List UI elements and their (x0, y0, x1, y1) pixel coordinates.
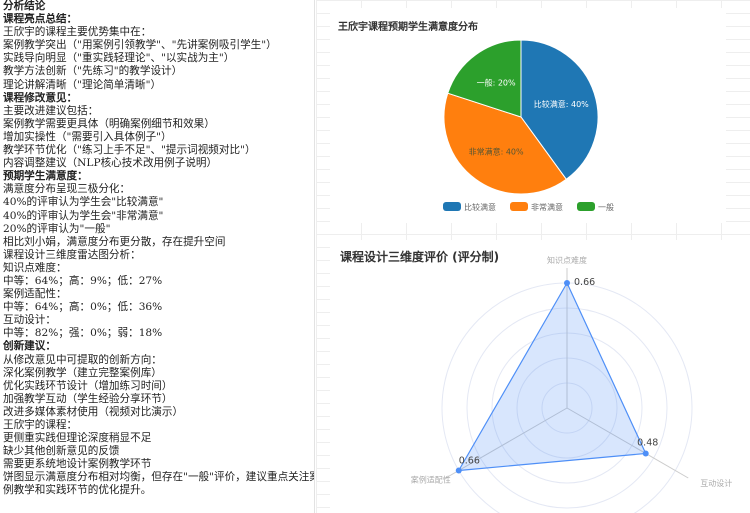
text-line: 王欣宇的课程主要优势集中在： (3, 26, 152, 39)
text-line: 内容调整建议（NLP核心技术改用例子说明） (3, 157, 218, 170)
text-line: 案例教学突出（"用案例引领教学"、"先讲案例吸引学生"） (3, 39, 277, 52)
text-line: 中等：64%；高：9%；低：27% (3, 274, 163, 287)
text-line: 相比刘小娟，满意度分布更分散，存在提升空间 (3, 235, 226, 248)
radar-axis-label: 案例适配性 (411, 475, 451, 485)
section-heading: 课程修改意见： (3, 91, 78, 104)
legend-swatch (510, 202, 528, 211)
radar-axis-label: 知识点难度 (547, 255, 587, 265)
pie-chart-title: 王欣宇课程预期学生满意度分布 (338, 22, 478, 33)
text-line: 实践导向明显（"重实践轻理论"、"以实战为主"） (3, 52, 235, 65)
radar-chart-title: 课程设计三维度评价 (评分制) (340, 250, 500, 264)
text-line: 课程设计三维度雷达图分析： (3, 248, 141, 261)
radar-point (455, 467, 462, 474)
text-line: 深化案例教学（建立完整案例库） (3, 366, 162, 379)
text-line: 中等：64%；高：0%；低：36% (3, 301, 163, 314)
radar-area (457, 281, 647, 472)
legend-swatch (577, 202, 595, 211)
pie-data-label: 比较满意: 40% (534, 99, 589, 109)
text-line: 改进多媒体素材使用（视频对比演示） (3, 405, 184, 418)
pie-svg: 比较满意: 40% 非常满意: 40% 一般: 20% 比较满意 非常满意 一般 (443, 39, 614, 212)
text-line: 满意度分布呈现三极分化： (3, 183, 131, 196)
section-heading: 分析结论 (3, 0, 46, 12)
text-line: 教学方法创新（"先练习"的教学设计） (3, 65, 183, 78)
legend-label: 一般 (598, 202, 614, 212)
legend-label: 比较满意 (464, 202, 496, 212)
text-line: 20%的评审认为"一般" (3, 222, 111, 235)
section-heading: 创新建议： (3, 340, 56, 353)
text-line: 缺少其他创新意见的反馈 (3, 445, 120, 458)
text-line: 40%的评审认为学生会"非常满意" (3, 209, 164, 222)
text-line: 例教学和实践环节的优化提升。 (3, 484, 152, 497)
text-line: 理论讲解清晰（"理论简单清晰"） (3, 78, 162, 91)
radar-point (564, 280, 570, 286)
pie-data-label: 一般: 20% (477, 78, 516, 88)
text-line: 王欣宇的课程： (3, 419, 78, 431)
text-line: 更侧重实践但理论深度稍显不足 (3, 432, 152, 445)
radar-axis (566, 407, 689, 479)
radar-axis-label: 互动设计 (700, 478, 732, 488)
pie-slice (443, 92, 567, 195)
text-line: 需要更系统地设计案例教学环节 (3, 458, 152, 471)
section-heading: 预期学生满意度： (3, 170, 88, 183)
text-line: 互动设计： (3, 314, 56, 327)
text-line: 从修改意见中可提取的创新方向： (3, 353, 162, 366)
text-line: 优化实践环节设计（增加练习时间） (3, 379, 173, 392)
text-line: 增加实操性（"需要引入具体例子"） (3, 130, 172, 143)
text-line: 40%的评审认为学生会"比较满意" (3, 196, 164, 209)
pie-slice (520, 39, 599, 180)
radar-value-label: 0.66 (574, 277, 595, 288)
radar-point (642, 450, 649, 457)
pie-chart[interactable]: 王欣宇课程预期学生满意度分布 比较满意: 40% 非常满意: 40% 一般: 20%… (330, 8, 726, 223)
text-line: 教学环节优化（"练习上手不足"、"提示词视频对比"） (3, 144, 256, 157)
radar-axis (445, 407, 568, 479)
text-line: 饼图显示满意度分布相对均衡，但存在"一般"评价，建议重点关注案 (3, 471, 314, 484)
legend-label: 非常满意 (531, 202, 563, 212)
pie-slice (447, 39, 522, 118)
text-line: 案例教学需要更具体（明确案例细节和效果） (3, 117, 215, 130)
text-line: 主要改进建议包括： (3, 104, 99, 117)
analysis-text-panel: 分析结论 课程亮点总结： 王欣宇的课程主要优势集中在： 案例教学突出（"用案例引领教学… (0, 0, 315, 513)
radar-value-label: 0.48 (637, 437, 658, 448)
radar-value-label: 0.66 (459, 456, 480, 467)
pie-data-label: 非常满意: 40% (469, 146, 524, 156)
section-heading: 课程亮点总结： (3, 13, 78, 26)
text-line: 知识点难度： (3, 261, 67, 274)
text-line: 案例适配性： (3, 288, 67, 301)
text-line: 加强教学互动（学生经验分享环节） (3, 392, 173, 405)
radar-chart[interactable]: 课程设计三维度评价 (评分制) 知识点难度互动设计 案例适配性 0.66 0.48 0.… (330, 240, 750, 513)
legend-swatch (443, 202, 461, 211)
text-line: 中等：82%；强：0%；弱：18% (3, 327, 163, 340)
